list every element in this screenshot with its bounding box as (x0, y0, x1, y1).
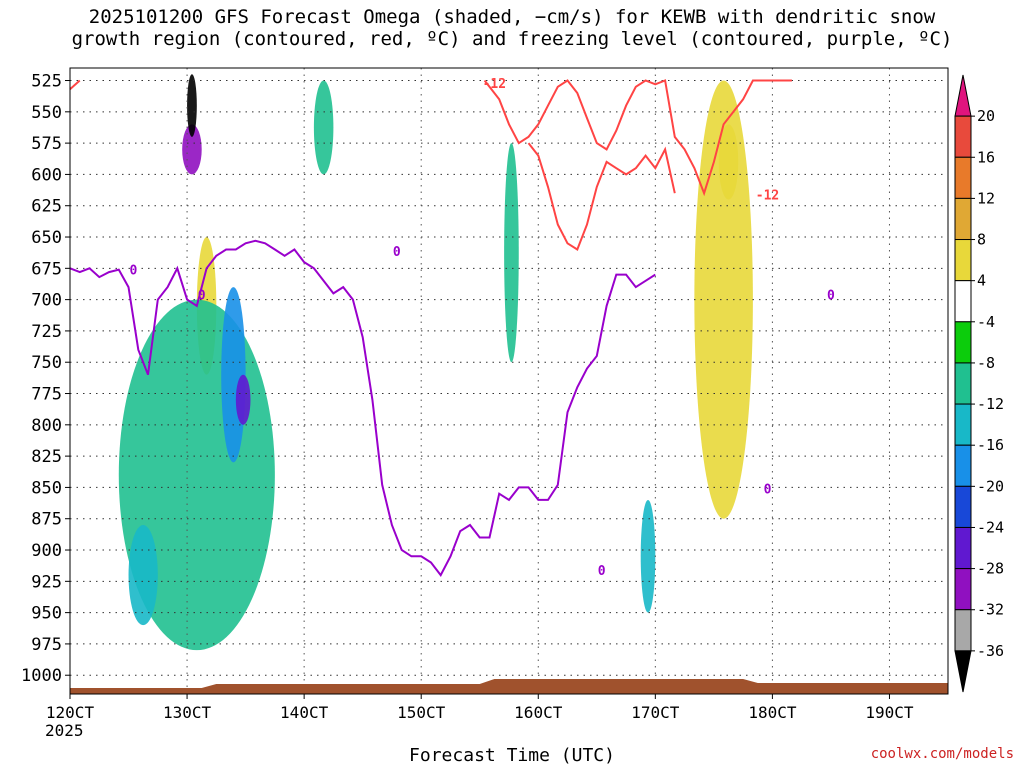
omega-region (504, 143, 519, 363)
y-tick-label: 925 (31, 572, 62, 592)
title-line-1: 2025101200 GFS Forecast Omega (shaded, −… (88, 6, 936, 28)
colorbar-swatch (954, 403, 972, 446)
terrain-surface (70, 679, 948, 694)
y-tick-label: 700 (31, 291, 62, 311)
y-tick-label: 950 (31, 604, 62, 624)
colorbar-label: -24 (977, 518, 1004, 536)
x-tick-label: 180CT (748, 703, 797, 722)
freezing-level-label: 0 (393, 245, 401, 260)
colorbar-label: 8 (977, 231, 986, 249)
freezing-level-label: 0 (598, 564, 606, 579)
y-axis: 525 550 575 600 625 650 675 700 725 750 775 800 825 8… (21, 72, 70, 686)
colorbar-label: -20 (977, 477, 1004, 495)
x-tick-label: 130CT (163, 703, 212, 722)
dendritic-lower-line (527, 142, 676, 251)
y-tick-label: 775 (31, 385, 62, 405)
colorbar-label: -8 (977, 354, 995, 372)
colorbar-label: 12 (977, 189, 995, 207)
colorbar-swatch (954, 485, 972, 528)
y-tick-label: 1000 (21, 666, 62, 686)
colorbar-label: -28 (977, 560, 1004, 578)
x-tick-label: 190CT (865, 703, 914, 722)
contours: 0 0 0 0 0 0 -12 -12 (69, 77, 835, 579)
dendritic-label: -12 (483, 77, 506, 92)
y-tick-label: 850 (31, 478, 62, 498)
colorbar-label: 4 (977, 272, 986, 290)
title-line-2: growth region (contoured, red, ºC) and f… (71, 28, 953, 50)
colorbar-cap-top (954, 74, 972, 117)
x-tick-label: 170CT (631, 703, 680, 722)
x-axis-title: Forecast Time (UTC) (409, 745, 615, 766)
freezing-level-line (69, 239, 656, 577)
colorbar-label: -4 (977, 313, 995, 331)
colorbar-swatch (954, 197, 972, 241)
x-tick-label: 160CT (514, 703, 563, 722)
colorbar-swatch (954, 568, 972, 611)
y-tick-label: 600 (31, 165, 62, 185)
dendritic-edge-line (69, 79, 81, 91)
colorbar-swatch (954, 362, 972, 405)
colorbar-swatch (954, 280, 972, 323)
y-tick-label: 750 (31, 353, 62, 373)
colorbar-swatch (954, 321, 972, 364)
chart-title: 2025101200 GFS Forecast Omega (shaded, −… (0, 6, 1024, 50)
colorbar-swatch (954, 115, 972, 158)
y-tick-label: 975 (31, 635, 62, 655)
y-tick-label: 575 (31, 134, 62, 154)
colorbar-swatch (954, 444, 972, 487)
omega-region (187, 74, 197, 137)
gridlines (69, 68, 948, 694)
freezing-level-label: 0 (827, 289, 835, 304)
colorbar-swatch (954, 239, 972, 282)
colorbar-label: -36 (977, 642, 1004, 660)
omega-region (235, 374, 251, 425)
y-tick-label: 675 (31, 259, 62, 279)
colorbar-label: -12 (977, 395, 1004, 413)
colorbar-cap-bottom (954, 650, 972, 693)
omega-region (640, 499, 656, 613)
y-tick-label: 525 (31, 72, 62, 92)
colorbar-swatch (954, 156, 972, 199)
colorbar-label: -16 (977, 436, 1004, 454)
y-tick-label: 900 (31, 541, 62, 561)
freezing-level-label: 0 (129, 264, 137, 279)
y-tick-label: 650 (31, 228, 62, 248)
freezing-level-label: 0 (764, 483, 772, 498)
y-tick-label: 625 (31, 197, 62, 217)
x-tick-label: 120CT (46, 703, 95, 722)
site-credit: coolwx.com/models (870, 746, 1014, 762)
colorbar-label: -32 (977, 601, 1004, 619)
omega-region (128, 524, 158, 626)
dendritic-label: -12 (756, 188, 779, 203)
y-tick-label: 825 (31, 447, 62, 467)
omega-region (694, 80, 753, 519)
colorbar-label: 16 (977, 148, 995, 166)
y-tick-label: 875 (31, 510, 62, 530)
x-tick-label: 140CT (280, 703, 329, 722)
freezing-level-label: 0 (198, 289, 206, 304)
plot-frame (69, 67, 949, 695)
omega-region (313, 80, 334, 175)
y-tick-label: 800 (31, 416, 62, 436)
colorbar-swatch (954, 526, 972, 570)
x-year-label: 2025 (45, 721, 84, 740)
omega-region (221, 287, 246, 463)
colorbar-swatch (954, 609, 972, 652)
terrain-fill (70, 679, 948, 694)
y-tick-label: 550 (31, 103, 62, 123)
colorbar-label: 20 (977, 107, 995, 125)
y-tick-label: 725 (31, 322, 62, 342)
x-tick-label: 150CT (397, 703, 446, 722)
colorbar: 20 16 12 8 4 -4 -8 -12 -16 -20 -24 -28 -32 -36 (954, 74, 1004, 693)
dendritic-upper-line (483, 79, 792, 197)
omega-region (182, 124, 202, 175)
x-axis: 120CT 130CT 140CT 150CT 160CT 170CT 180CT 190CT… (45, 694, 914, 740)
